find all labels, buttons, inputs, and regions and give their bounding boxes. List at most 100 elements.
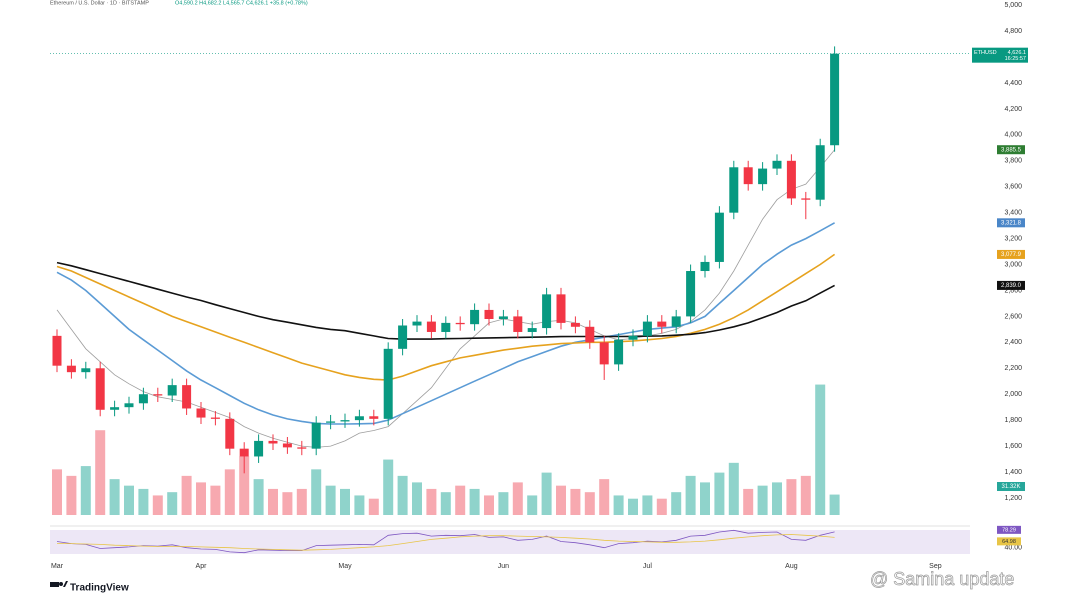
volume-bar (685, 475, 696, 515)
candle-body (326, 421, 336, 423)
brand-logo: TradingView (50, 581, 129, 594)
rsi-tag (997, 525, 1021, 534)
volume-bar (570, 488, 581, 515)
volume-bar (253, 479, 264, 515)
volume-bar (80, 466, 91, 515)
y-tick-label: 1,600 (1004, 443, 1022, 450)
volume-bar (167, 492, 178, 515)
price-tag-label: 2,839.0 (1001, 283, 1022, 289)
candle-body (311, 422, 321, 449)
volume-bar (700, 482, 710, 515)
y-tick-label: 2,600 (1004, 313, 1022, 320)
volume-bar (152, 495, 163, 515)
volume-bar (340, 488, 350, 515)
candle-body (470, 309, 480, 325)
candle-body (772, 160, 782, 169)
price-tag-label: 3,885.5 (1001, 147, 1022, 153)
candle-body (110, 407, 120, 410)
rsi-line (57, 534, 835, 551)
candle-body (714, 212, 724, 262)
price-tag (997, 280, 1025, 290)
volume-bar (95, 430, 106, 515)
volume-bar (714, 472, 725, 515)
y-tick-label: 2,400 (1004, 339, 1022, 346)
candle-body (225, 418, 235, 449)
candle-body (426, 321, 436, 332)
candle-body (254, 440, 264, 457)
volume-bar (52, 469, 62, 515)
volume-bar (268, 488, 278, 515)
x-tick-label: Apr (196, 563, 208, 570)
volume-bar (584, 492, 595, 515)
candle-body (729, 167, 739, 213)
volume-bar (239, 456, 250, 515)
volume-bar (512, 482, 523, 515)
volume-bar (772, 482, 782, 515)
candle-body (657, 321, 667, 327)
y-tick-label: 3,000 (1004, 261, 1022, 268)
y-tick-label: 2,000 (1004, 391, 1022, 398)
price-tag (997, 249, 1025, 259)
candle-body (441, 322, 451, 332)
volume-bar (66, 475, 77, 515)
volume-bar (224, 469, 235, 515)
candle-body (369, 416, 379, 419)
candle-body (686, 271, 696, 317)
candle-body (585, 326, 595, 343)
volume-bar (599, 479, 610, 515)
volume-bar (800, 475, 811, 515)
y-tick-label: 3,200 (1004, 235, 1022, 242)
candle-body (498, 316, 508, 320)
candle-body (599, 342, 609, 365)
current-price: 4,626.1 (1008, 50, 1026, 56)
volume-bar (541, 472, 552, 515)
candle-body (628, 335, 638, 340)
y-tick-label: 5,000 (1004, 2, 1022, 9)
candle-body (340, 420, 350, 422)
y-tick-label: 3,600 (1004, 184, 1022, 191)
price-tag-label: 3,077.9 (1001, 252, 1022, 258)
candle-body (614, 339, 624, 365)
volume-bar (383, 459, 394, 515)
rsi-tag-label: 64.98 (1002, 539, 1016, 545)
moving-average (56, 222, 835, 425)
y-tick-label: 4,400 (1004, 80, 1022, 87)
volume-bar (455, 485, 466, 515)
volume-bar (613, 495, 624, 515)
volume-bar (829, 494, 840, 515)
candle-body (398, 325, 408, 349)
volume-bar (728, 462, 739, 515)
volume-bar (196, 482, 206, 515)
volume-bar (124, 485, 134, 515)
candle-body (268, 440, 278, 444)
volume-bar (311, 469, 322, 515)
volume-tag (997, 482, 1025, 491)
symbol: ETHUSD (974, 50, 997, 56)
volume-bar (138, 488, 149, 515)
y-tick-label: 4,000 (1004, 132, 1022, 139)
candle-body (671, 316, 681, 327)
countdown: 16:25:57 (1005, 56, 1026, 62)
y-tick-label: 2,800 (1004, 287, 1022, 294)
candle-body (282, 443, 292, 448)
rsi-tick-label: 40.00 (1004, 545, 1022, 552)
price-tag (997, 145, 1025, 155)
x-tick-label: May (338, 563, 352, 570)
volume-bar (556, 485, 566, 515)
logo-icon (59, 582, 63, 586)
y-tick-label: 2,200 (1004, 365, 1022, 372)
logo-icon (63, 581, 68, 587)
rsi-band (50, 530, 970, 554)
candle-body (542, 294, 552, 329)
candle-body (455, 322, 465, 325)
y-tick-label: 4,200 (1004, 106, 1022, 113)
candle-body (801, 198, 811, 200)
volume-bar (282, 492, 293, 515)
candle-body (815, 145, 825, 200)
moving-average (56, 253, 836, 381)
volume-tag-label: 31.32K (1001, 484, 1020, 490)
candle-body (138, 394, 148, 404)
candle-body (484, 309, 494, 320)
